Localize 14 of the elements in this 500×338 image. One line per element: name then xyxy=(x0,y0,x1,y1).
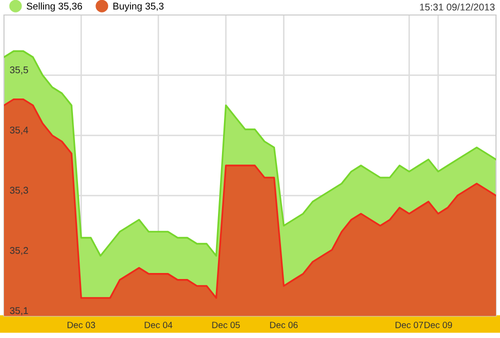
x-tick-label: Dec 07 xyxy=(396,322,424,328)
y-tick-label: 35,4 xyxy=(10,126,28,135)
y-tick-label: 35,2 xyxy=(10,246,28,256)
legend-label: Buying 35,3 xyxy=(113,2,164,12)
y-tick-label: 35,3 xyxy=(10,186,28,195)
x-tick-label: Dec 05 xyxy=(212,322,240,328)
legend-label: Selling 35,36 xyxy=(26,2,82,12)
x-tick-label: Dec 03 xyxy=(68,322,96,328)
y-tick-label: 35,5 xyxy=(10,66,28,74)
text: 15:31 09/12/2013 xyxy=(420,3,495,11)
x-tick-label: Dec 04 xyxy=(144,322,172,328)
x-tick-label: Dec 06 xyxy=(270,322,298,328)
y-tick-label: 35,1 xyxy=(10,307,28,316)
x-tick-label: Dec 09 xyxy=(424,322,452,328)
